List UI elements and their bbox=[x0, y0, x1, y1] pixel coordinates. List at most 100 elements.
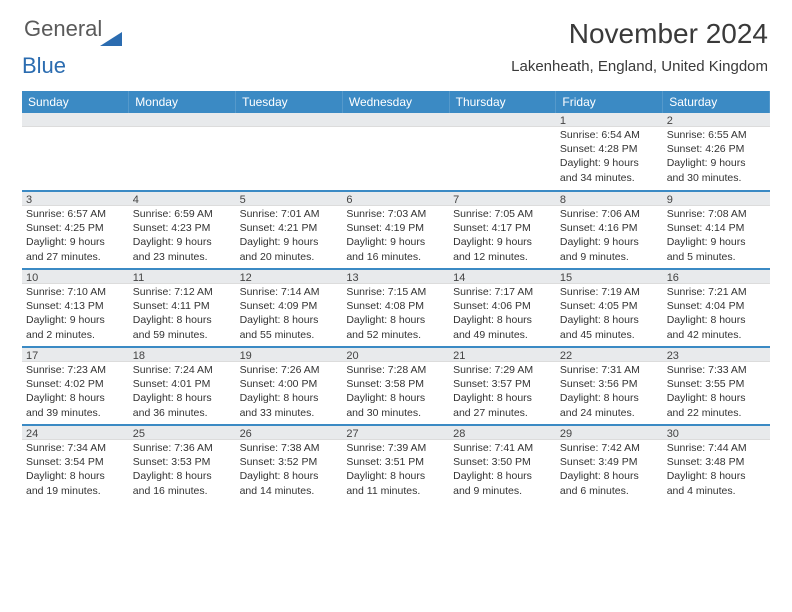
week-row: 24Sunrise: 7:34 AMSunset: 3:54 PMDayligh… bbox=[22, 425, 770, 503]
sunrise-text: Sunrise: 7:41 AM bbox=[453, 441, 552, 455]
sunset-text: Sunset: 4:00 PM bbox=[240, 377, 339, 391]
sunrise-text: Sunrise: 6:54 AM bbox=[560, 128, 659, 142]
day-details: Sunrise: 7:44 AMSunset: 3:48 PMDaylight:… bbox=[663, 440, 770, 500]
day-cell: 7Sunrise: 7:05 AMSunset: 4:17 PMDaylight… bbox=[449, 191, 556, 269]
day-cell: 28Sunrise: 7:41 AMSunset: 3:50 PMDayligh… bbox=[449, 425, 556, 503]
week-row: 10Sunrise: 7:10 AMSunset: 4:13 PMDayligh… bbox=[22, 269, 770, 347]
sunset-text: Sunset: 3:53 PM bbox=[133, 455, 232, 469]
date-number: 22 bbox=[556, 348, 663, 362]
header: General Blue November 2024 Lakenheath, E… bbox=[0, 0, 792, 81]
daylight-text: Daylight: 9 hours and 20 minutes. bbox=[240, 235, 339, 263]
day-cell: 26Sunrise: 7:38 AMSunset: 3:52 PMDayligh… bbox=[236, 425, 343, 503]
sunset-text: Sunset: 4:26 PM bbox=[667, 142, 766, 156]
date-number: 9 bbox=[663, 192, 770, 206]
sunset-text: Sunset: 3:58 PM bbox=[346, 377, 445, 391]
day-cell: 4Sunrise: 6:59 AMSunset: 4:23 PMDaylight… bbox=[129, 191, 236, 269]
day-header: Friday bbox=[556, 91, 663, 113]
daylight-text: Daylight: 8 hours and 49 minutes. bbox=[453, 313, 552, 341]
date-number: 11 bbox=[129, 270, 236, 284]
daylight-text: Daylight: 9 hours and 12 minutes. bbox=[453, 235, 552, 263]
sunrise-text: Sunrise: 7:03 AM bbox=[346, 207, 445, 221]
date-number bbox=[129, 113, 236, 127]
sunset-text: Sunset: 3:49 PM bbox=[560, 455, 659, 469]
daylight-text: Daylight: 8 hours and 6 minutes. bbox=[560, 469, 659, 497]
date-number: 26 bbox=[236, 426, 343, 440]
date-number: 29 bbox=[556, 426, 663, 440]
sunset-text: Sunset: 4:02 PM bbox=[26, 377, 125, 391]
daylight-text: Daylight: 9 hours and 2 minutes. bbox=[26, 313, 125, 341]
date-number: 3 bbox=[22, 192, 129, 206]
day-details: Sunrise: 7:41 AMSunset: 3:50 PMDaylight:… bbox=[449, 440, 556, 500]
sunset-text: Sunset: 3:48 PM bbox=[667, 455, 766, 469]
day-cell: 15Sunrise: 7:19 AMSunset: 4:05 PMDayligh… bbox=[556, 269, 663, 347]
day-cell: 10Sunrise: 7:10 AMSunset: 4:13 PMDayligh… bbox=[22, 269, 129, 347]
day-cell: 12Sunrise: 7:14 AMSunset: 4:09 PMDayligh… bbox=[236, 269, 343, 347]
sunrise-text: Sunrise: 7:31 AM bbox=[560, 363, 659, 377]
day-details: Sunrise: 7:15 AMSunset: 4:08 PMDaylight:… bbox=[342, 284, 449, 344]
daylight-text: Daylight: 8 hours and 27 minutes. bbox=[453, 391, 552, 419]
daylight-text: Daylight: 8 hours and 4 minutes. bbox=[667, 469, 766, 497]
date-number: 23 bbox=[663, 348, 770, 362]
sunset-text: Sunset: 3:52 PM bbox=[240, 455, 339, 469]
day-details: Sunrise: 7:17 AMSunset: 4:06 PMDaylight:… bbox=[449, 284, 556, 344]
daylight-text: Daylight: 8 hours and 45 minutes. bbox=[560, 313, 659, 341]
daylight-text: Daylight: 8 hours and 19 minutes. bbox=[26, 469, 125, 497]
daylight-text: Daylight: 9 hours and 5 minutes. bbox=[667, 235, 766, 263]
brand-triangle-icon bbox=[100, 32, 122, 46]
sunrise-text: Sunrise: 7:19 AM bbox=[560, 285, 659, 299]
date-number: 10 bbox=[22, 270, 129, 284]
day-cell: 22Sunrise: 7:31 AMSunset: 3:56 PMDayligh… bbox=[556, 347, 663, 425]
sunset-text: Sunset: 4:08 PM bbox=[346, 299, 445, 313]
day-cell bbox=[236, 113, 343, 191]
day-cell: 27Sunrise: 7:39 AMSunset: 3:51 PMDayligh… bbox=[342, 425, 449, 503]
sunrise-text: Sunrise: 7:28 AM bbox=[346, 363, 445, 377]
sunset-text: Sunset: 3:57 PM bbox=[453, 377, 552, 391]
day-details: Sunrise: 7:31 AMSunset: 3:56 PMDaylight:… bbox=[556, 362, 663, 422]
day-cell: 25Sunrise: 7:36 AMSunset: 3:53 PMDayligh… bbox=[129, 425, 236, 503]
daylight-text: Daylight: 8 hours and 16 minutes. bbox=[133, 469, 232, 497]
day-details: Sunrise: 7:01 AMSunset: 4:21 PMDaylight:… bbox=[236, 206, 343, 266]
sunset-text: Sunset: 4:25 PM bbox=[26, 221, 125, 235]
date-number: 17 bbox=[22, 348, 129, 362]
day-header: Sunday bbox=[22, 91, 129, 113]
day-cell: 16Sunrise: 7:21 AMSunset: 4:04 PMDayligh… bbox=[663, 269, 770, 347]
sunset-text: Sunset: 3:55 PM bbox=[667, 377, 766, 391]
sunset-text: Sunset: 4:05 PM bbox=[560, 299, 659, 313]
day-cell: 3Sunrise: 6:57 AMSunset: 4:25 PMDaylight… bbox=[22, 191, 129, 269]
day-details: Sunrise: 6:57 AMSunset: 4:25 PMDaylight:… bbox=[22, 206, 129, 266]
sunset-text: Sunset: 4:09 PM bbox=[240, 299, 339, 313]
daylight-text: Daylight: 9 hours and 23 minutes. bbox=[133, 235, 232, 263]
sunrise-text: Sunrise: 7:21 AM bbox=[667, 285, 766, 299]
week-row: 1Sunrise: 6:54 AMSunset: 4:28 PMDaylight… bbox=[22, 113, 770, 191]
date-number: 21 bbox=[449, 348, 556, 362]
sunrise-text: Sunrise: 7:10 AM bbox=[26, 285, 125, 299]
day-details: Sunrise: 7:10 AMSunset: 4:13 PMDaylight:… bbox=[22, 284, 129, 344]
daylight-text: Daylight: 8 hours and 42 minutes. bbox=[667, 313, 766, 341]
date-number: 16 bbox=[663, 270, 770, 284]
sunset-text: Sunset: 4:14 PM bbox=[667, 221, 766, 235]
day-cell: 21Sunrise: 7:29 AMSunset: 3:57 PMDayligh… bbox=[449, 347, 556, 425]
daylight-text: Daylight: 8 hours and 11 minutes. bbox=[346, 469, 445, 497]
day-header: Tuesday bbox=[236, 91, 343, 113]
daylight-text: Daylight: 8 hours and 33 minutes. bbox=[240, 391, 339, 419]
sunset-text: Sunset: 4:28 PM bbox=[560, 142, 659, 156]
day-cell: 30Sunrise: 7:44 AMSunset: 3:48 PMDayligh… bbox=[663, 425, 770, 503]
day-details: Sunrise: 7:23 AMSunset: 4:02 PMDaylight:… bbox=[22, 362, 129, 422]
sunrise-text: Sunrise: 7:36 AM bbox=[133, 441, 232, 455]
date-number: 7 bbox=[449, 192, 556, 206]
sunrise-text: Sunrise: 7:29 AM bbox=[453, 363, 552, 377]
day-details: Sunrise: 7:28 AMSunset: 3:58 PMDaylight:… bbox=[342, 362, 449, 422]
day-details: Sunrise: 7:14 AMSunset: 4:09 PMDaylight:… bbox=[236, 284, 343, 344]
sunset-text: Sunset: 3:50 PM bbox=[453, 455, 552, 469]
day-cell bbox=[342, 113, 449, 191]
sunrise-text: Sunrise: 7:06 AM bbox=[560, 207, 659, 221]
sunset-text: Sunset: 4:19 PM bbox=[346, 221, 445, 235]
date-number: 15 bbox=[556, 270, 663, 284]
date-number: 12 bbox=[236, 270, 343, 284]
daylight-text: Daylight: 8 hours and 52 minutes. bbox=[346, 313, 445, 341]
sunrise-text: Sunrise: 6:57 AM bbox=[26, 207, 125, 221]
sunrise-text: Sunrise: 6:55 AM bbox=[667, 128, 766, 142]
date-number: 14 bbox=[449, 270, 556, 284]
sunset-text: Sunset: 4:13 PM bbox=[26, 299, 125, 313]
sunrise-text: Sunrise: 7:05 AM bbox=[453, 207, 552, 221]
